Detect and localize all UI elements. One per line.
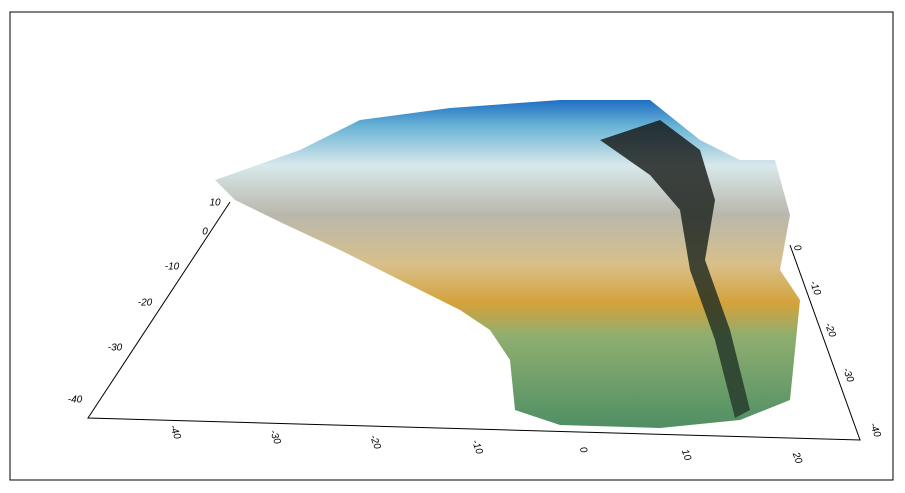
tick-label: -40: [867, 421, 882, 439]
tick-label: 10: [679, 448, 693, 463]
terrain-surface: [215, 100, 800, 428]
tick-label: -20: [138, 298, 153, 309]
tick-label: -10: [165, 262, 180, 273]
tick-label: -40: [68, 395, 83, 406]
tick-label: 0: [791, 244, 803, 253]
tick-label: -30: [108, 343, 123, 354]
ravine: [600, 120, 750, 418]
tick-label: 10: [209, 198, 221, 209]
tick-label: -20: [822, 321, 837, 339]
axis-box: [87, 201, 861, 441]
tick-label: -40: [167, 423, 182, 441]
tick-label: -10: [807, 279, 822, 297]
tick-label: -30: [267, 428, 282, 446]
tick-label: -30: [840, 366, 855, 384]
tick-label: 0: [202, 227, 208, 238]
tick-label: 20: [789, 450, 804, 466]
tick-label: 0: [577, 446, 589, 455]
tick-label: -20: [367, 433, 382, 451]
tick-label: -10: [469, 438, 484, 456]
